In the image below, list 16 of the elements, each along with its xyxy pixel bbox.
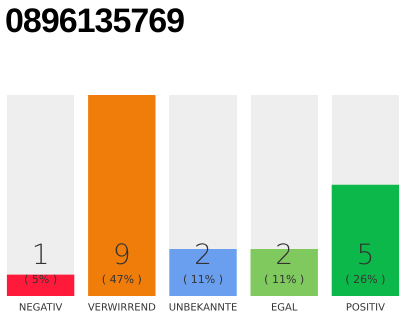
annotation: 5 [356,238,374,271]
x-tick-label: VERWIRREND [88,302,156,314]
chart-title: 0896135769 [5,2,184,41]
bar [6,274,74,296]
annotation: 9 [112,238,131,271]
x-tick-label: POSITIV [346,302,386,314]
annotation: 1 [32,238,50,271]
data-label: ( 47% ) [102,273,142,286]
x-tick-label: UNBEKANNTE [168,302,238,314]
x-tick-label: NEGATIV [18,302,63,314]
data-label: ( 26% ) [345,273,386,286]
data-label: ( 11% ) [264,273,304,286]
data-label: ( 11% ) [182,273,224,286]
data-label: ( 5% ) [24,273,58,286]
bar [88,95,156,296]
x-tick-label: EGAL [270,302,298,314]
